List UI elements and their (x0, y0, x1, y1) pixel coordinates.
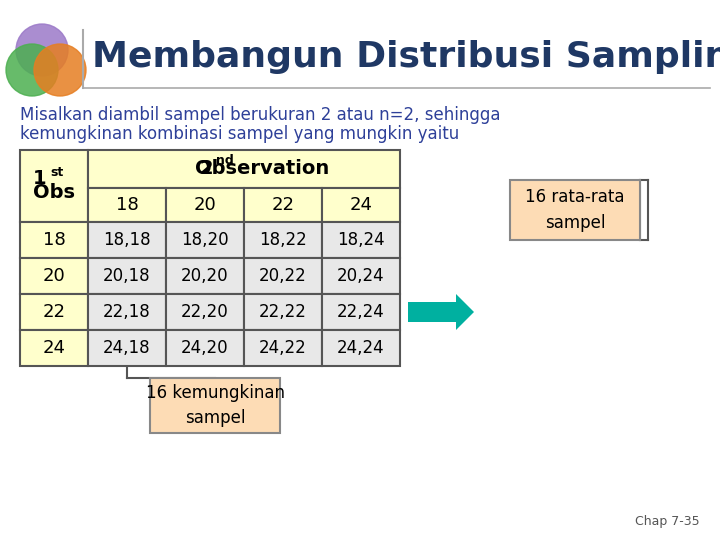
Text: 18: 18 (116, 196, 138, 214)
Polygon shape (408, 294, 474, 330)
Text: 1: 1 (32, 170, 46, 188)
Bar (88, 222, 166, 258)
Bar (322, 258, 400, 294)
Bar (166, 258, 244, 294)
Bar (88, 150, 400, 188)
Text: 22,18: 22,18 (103, 303, 151, 321)
Bar (166, 294, 244, 330)
Bar (20, 150, 88, 222)
Text: Chap 7-35: Chap 7-35 (635, 515, 700, 528)
Bar (510, 180, 640, 240)
Text: 22,22: 22,22 (259, 303, 307, 321)
Text: 20: 20 (42, 267, 66, 285)
Bar (166, 330, 244, 366)
Bar (88, 330, 166, 366)
Bar (322, 294, 400, 330)
Text: st: st (50, 166, 63, 179)
Text: Observation: Observation (195, 159, 329, 179)
Text: Obs: Obs (33, 184, 75, 202)
Bar (244, 188, 322, 222)
Bar (166, 222, 244, 258)
Text: 24,22: 24,22 (259, 339, 307, 357)
Text: 16 kemungkinan
sampel: 16 kemungkinan sampel (145, 384, 284, 427)
Bar (88, 188, 166, 222)
Text: 18,18: 18,18 (103, 231, 150, 249)
Text: 20,20: 20,20 (181, 267, 229, 285)
Bar (244, 330, 322, 366)
Text: 20,18: 20,18 (103, 267, 150, 285)
Text: 24: 24 (349, 196, 372, 214)
Text: 16 rata-rata
sampel: 16 rata-rata sampel (526, 188, 625, 232)
Bar (88, 258, 166, 294)
Text: Membangun Distribusi Sampling: Membangun Distribusi Sampling (92, 40, 720, 74)
Text: 22,20: 22,20 (181, 303, 229, 321)
Text: 18: 18 (42, 231, 66, 249)
Text: nd: nd (216, 154, 234, 167)
Text: 20,24: 20,24 (337, 267, 384, 285)
Bar (20, 222, 88, 258)
Circle shape (16, 24, 68, 76)
Text: 24,24: 24,24 (337, 339, 384, 357)
Bar (322, 188, 400, 222)
Bar (20, 294, 88, 330)
Text: 22: 22 (271, 196, 294, 214)
Circle shape (6, 44, 58, 96)
Text: 22,24: 22,24 (337, 303, 385, 321)
Text: 20,22: 20,22 (259, 267, 307, 285)
Bar (244, 294, 322, 330)
Bar (20, 258, 88, 294)
Text: 18,22: 18,22 (259, 231, 307, 249)
Bar (322, 222, 400, 258)
Text: 18,20: 18,20 (181, 231, 229, 249)
Text: 24,18: 24,18 (103, 339, 150, 357)
Text: 20: 20 (194, 196, 217, 214)
Bar (20, 330, 88, 366)
Text: Misalkan diambil sampel berukuran 2 atau n=2, sehingga: Misalkan diambil sampel berukuran 2 atau… (20, 106, 500, 124)
Bar (322, 330, 400, 366)
Text: 18,24: 18,24 (337, 231, 384, 249)
Text: 24: 24 (42, 339, 66, 357)
Text: 24,20: 24,20 (181, 339, 229, 357)
Bar (244, 258, 322, 294)
Text: 22: 22 (42, 303, 66, 321)
Bar (150, 378, 280, 433)
Bar (244, 222, 322, 258)
Bar (166, 188, 244, 222)
Bar (88, 294, 166, 330)
Text: kemungkinan kombinasi sampel yang mungkin yaitu: kemungkinan kombinasi sampel yang mungki… (20, 125, 459, 143)
Text: 2: 2 (199, 159, 213, 179)
Circle shape (34, 44, 86, 96)
